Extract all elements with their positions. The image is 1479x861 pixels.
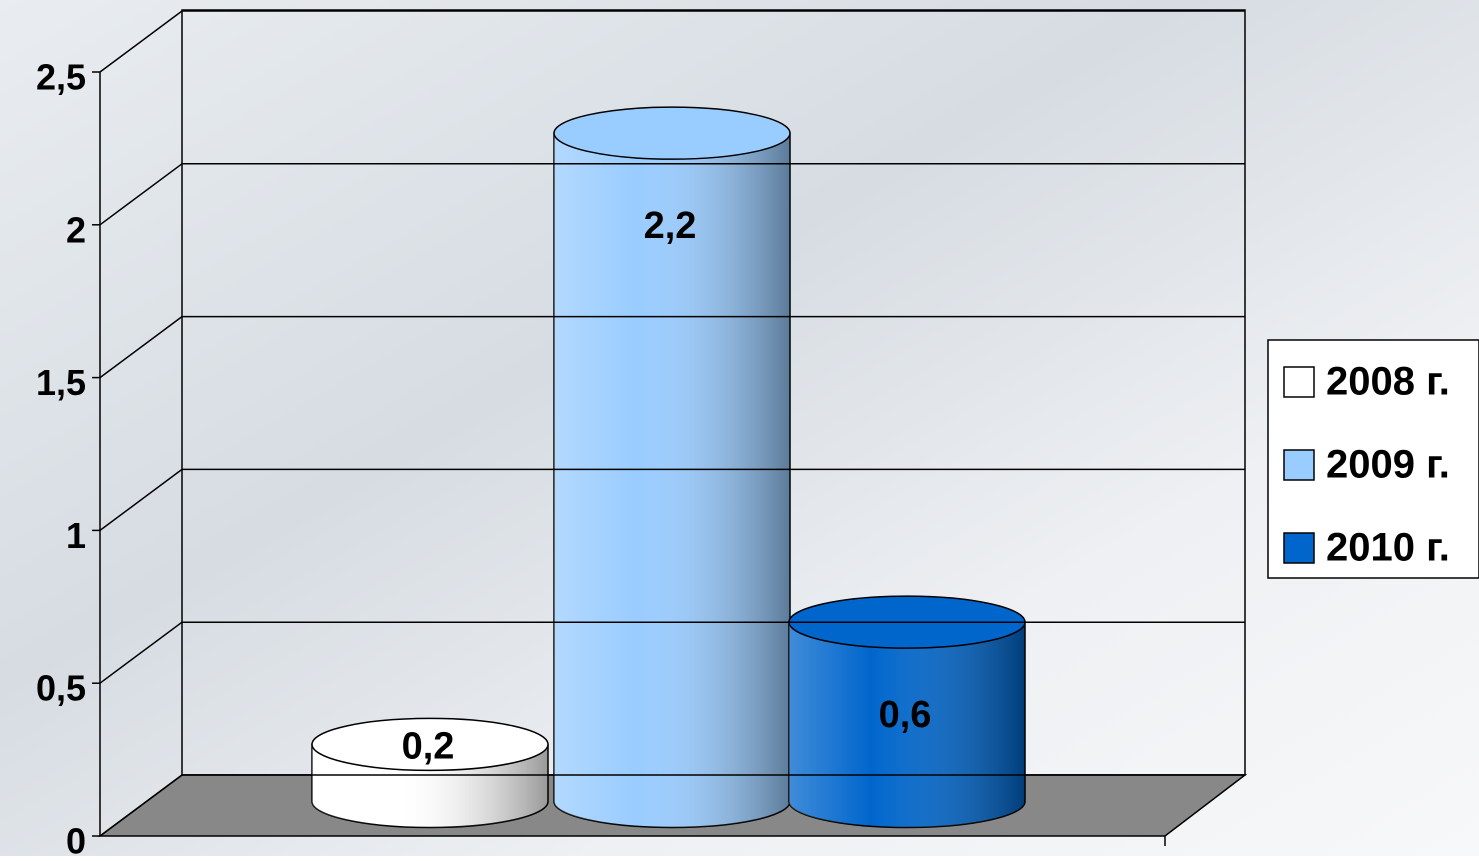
- plot: 0,2 2,2 0,6: [311, 106, 1026, 829]
- grid-line: [99, 774, 183, 837]
- y-tick-label: 1: [66, 515, 86, 556]
- grid-line: [99, 163, 183, 226]
- bar-top: [553, 106, 791, 160]
- grid-line: [99, 468, 183, 532]
- legend-label: 2010 г.: [1326, 526, 1450, 570]
- value-label: 2,2: [644, 205, 697, 247]
- legend-swatch: [1283, 366, 1315, 398]
- y-tick-label: 0,5: [36, 668, 86, 709]
- grid-line: [99, 315, 183, 379]
- legend-label: 2008 г.: [1326, 360, 1450, 404]
- value-label: 0,6: [879, 694, 932, 736]
- bar-top: [311, 717, 549, 772]
- bar-shading: [789, 622, 1025, 828]
- y-tick-label: 2: [66, 209, 86, 250]
- grid-line: [99, 621, 183, 684]
- value-label: 0,2: [402, 725, 455, 767]
- legend-label: 2009 г.: [1326, 443, 1450, 487]
- y-tick-label: 0: [66, 821, 86, 856]
- grid-line: [99, 10, 183, 73]
- legend-swatch: [1283, 532, 1315, 564]
- y-tick-label: 2,5: [36, 57, 86, 98]
- bar-shading: [554, 133, 790, 828]
- y-tick-label: 1,5: [36, 362, 86, 403]
- legend-swatch: [1283, 449, 1315, 481]
